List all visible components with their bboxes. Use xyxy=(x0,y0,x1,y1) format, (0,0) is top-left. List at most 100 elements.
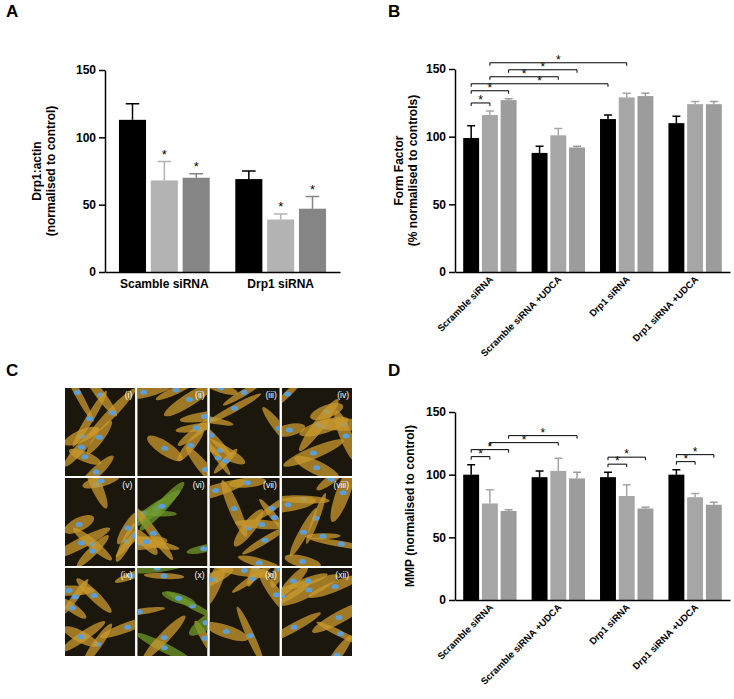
y-tick-mark xyxy=(99,204,105,206)
bar xyxy=(569,478,585,600)
x-axis: Scramble siRNAScramble siRNA +UDCA Drp1 s… xyxy=(435,273,730,359)
x-tick-label: Scramble siRNA xyxy=(435,602,495,662)
cell xyxy=(139,612,189,656)
error-bar xyxy=(467,126,475,138)
y-tick-label: 150 xyxy=(76,63,96,77)
micrograph-tile xyxy=(282,478,352,566)
y-tick-mark xyxy=(99,272,105,274)
y-axis-line xyxy=(455,70,457,273)
bar xyxy=(267,219,294,272)
nucleus xyxy=(210,577,215,582)
x-tick-label: Drp1 siRNA +UDCA xyxy=(630,274,700,344)
cell xyxy=(210,568,236,595)
cell xyxy=(65,594,89,622)
y-tick-label: 50 xyxy=(83,198,97,212)
cell xyxy=(286,506,320,558)
x-tick: Scamble siRNA xyxy=(120,277,209,291)
y-tick: 50 xyxy=(433,198,455,212)
nucleus xyxy=(241,568,248,573)
tile-label: (x) xyxy=(195,570,205,580)
bar xyxy=(532,153,548,272)
bar xyxy=(463,475,479,600)
nucleus xyxy=(98,479,105,484)
panel-letter: A xyxy=(6,2,18,21)
y-axis: 050100150 xyxy=(426,405,456,607)
y-tick: 0 xyxy=(439,593,455,607)
nucleus xyxy=(137,609,143,614)
nucleus xyxy=(231,406,238,411)
x-tick: Drp1 siRNA xyxy=(587,274,632,319)
nucleus xyxy=(90,593,97,598)
nucleus xyxy=(143,539,150,544)
cell xyxy=(76,452,117,476)
error-bar xyxy=(573,472,581,478)
y-tick-label: 100 xyxy=(76,131,96,145)
cell xyxy=(228,478,266,489)
bar xyxy=(532,477,548,600)
cell xyxy=(137,478,188,534)
nucleus xyxy=(81,454,88,459)
nucleus xyxy=(76,522,83,527)
x-tick-label: Drp1 siRNA xyxy=(247,277,314,291)
cell xyxy=(234,605,268,656)
nucleus xyxy=(286,428,293,433)
tile-label: (xii) xyxy=(335,570,349,580)
y-axis: 050100150 xyxy=(426,62,456,279)
micrograph-tile xyxy=(210,478,280,566)
error-bar xyxy=(604,472,612,477)
cell xyxy=(288,570,329,591)
cell xyxy=(65,622,101,650)
nucleus xyxy=(86,416,93,421)
nucleus xyxy=(241,390,248,395)
tile-label: (i) xyxy=(125,390,133,400)
cell xyxy=(179,408,208,425)
nucleus xyxy=(72,594,79,599)
nucleus xyxy=(193,425,200,430)
bar xyxy=(619,496,635,600)
error-bar xyxy=(554,458,562,471)
cell xyxy=(210,388,240,398)
error-bar xyxy=(672,470,680,475)
nucleus xyxy=(175,596,182,601)
cell xyxy=(314,478,349,493)
significance-label: * xyxy=(624,447,629,461)
error-bar xyxy=(710,101,718,104)
cell xyxy=(186,541,208,556)
nucleus xyxy=(337,631,344,636)
x-tick-label: Drp1 siRNA +UDCA xyxy=(630,602,700,672)
y-tick-mark xyxy=(449,474,455,476)
error-bar xyxy=(641,507,649,508)
panel: A050100150Scamble siRNADrp1 siRNADrp1:ac… xyxy=(6,2,341,291)
panel: D050100150Scramble siRNAScramble siRNA +… xyxy=(388,361,731,687)
cell xyxy=(309,536,352,553)
x-axis-line xyxy=(456,600,731,602)
x-tick-label: Scramble siRNA xyxy=(435,274,495,334)
y-tick-mark xyxy=(449,136,455,138)
nucleus xyxy=(223,629,230,634)
x-tick: Drp1 siRNA xyxy=(587,602,632,647)
nucleus xyxy=(332,584,339,589)
cell xyxy=(160,588,197,608)
x-tick: Drp1 siRNA +UDCA xyxy=(630,602,700,672)
nucleus xyxy=(291,625,298,630)
bar xyxy=(637,509,653,600)
nucleus xyxy=(200,546,207,551)
cell xyxy=(282,568,312,600)
x-tick: Scramble siRNA +UDCA xyxy=(478,274,563,359)
significance-label: * xyxy=(478,447,483,461)
nucleus xyxy=(276,426,280,431)
significance-label: * xyxy=(522,433,527,447)
nucleus xyxy=(131,533,135,538)
bar xyxy=(569,147,585,272)
y-tick: 150 xyxy=(426,62,455,76)
nucleus xyxy=(202,636,208,641)
error-bar xyxy=(710,502,718,505)
bar xyxy=(637,96,653,272)
nucleus xyxy=(244,480,251,485)
y-tick-mark xyxy=(449,204,455,206)
x-tick-label: Scamble siRNA xyxy=(120,277,209,291)
significance-label: * xyxy=(615,454,620,468)
micrograph-background xyxy=(282,478,352,566)
bar xyxy=(600,477,616,600)
bar xyxy=(151,180,178,272)
